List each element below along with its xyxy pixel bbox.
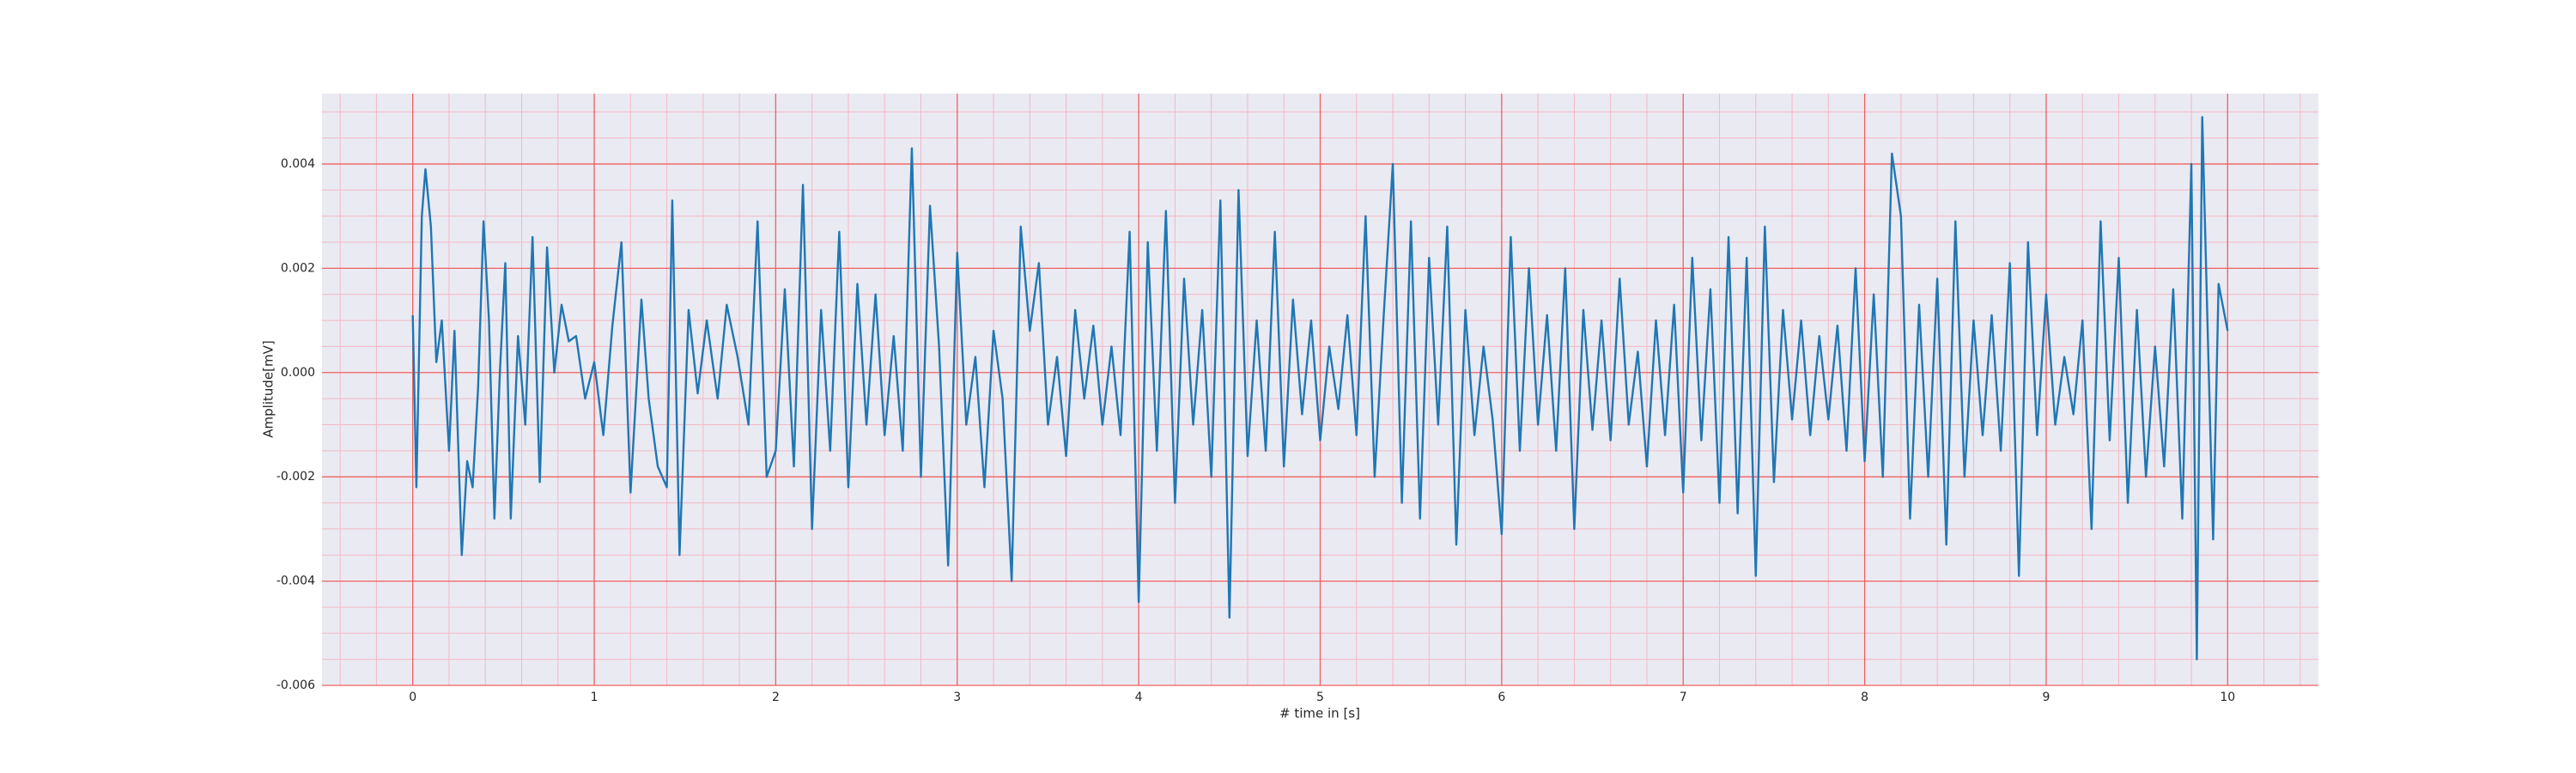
y-tick-label: 0.000 bbox=[281, 366, 315, 380]
x-tick-label: 8 bbox=[1861, 691, 1868, 704]
y-tick-label: 0.004 bbox=[281, 157, 315, 171]
plot bbox=[411, 116, 2229, 660]
x-tick-label: 5 bbox=[1316, 691, 1324, 704]
x-tick-label: 7 bbox=[1680, 691, 1687, 704]
x-tick-label: 3 bbox=[953, 691, 961, 704]
x-tick-label: 9 bbox=[2042, 691, 2050, 704]
y-tick-label: -0.004 bbox=[276, 575, 315, 588]
x-tick-label: 10 bbox=[2220, 691, 2235, 704]
x-tick-label: 1 bbox=[591, 691, 598, 704]
x-tick-label: 0 bbox=[409, 691, 416, 704]
labels: # time in [s] Amplitude[mV] 0 1 2 3 4 5 6 7 8 9 10… bbox=[261, 157, 2236, 721]
x-axis-label: # time in [s] bbox=[1279, 706, 1360, 721]
y-tick-label: -0.002 bbox=[276, 470, 315, 484]
grid bbox=[322, 94, 2318, 686]
x-tick-label: 6 bbox=[1498, 691, 1505, 704]
x-tick-label: 2 bbox=[772, 691, 780, 704]
signal-line bbox=[411, 116, 2229, 660]
y-tick-label: 0.002 bbox=[281, 261, 315, 275]
x-tick-label: 4 bbox=[1135, 691, 1143, 704]
y-tick-label: -0.006 bbox=[276, 679, 315, 692]
y-axis-label: Amplitude[mV] bbox=[261, 340, 276, 437]
